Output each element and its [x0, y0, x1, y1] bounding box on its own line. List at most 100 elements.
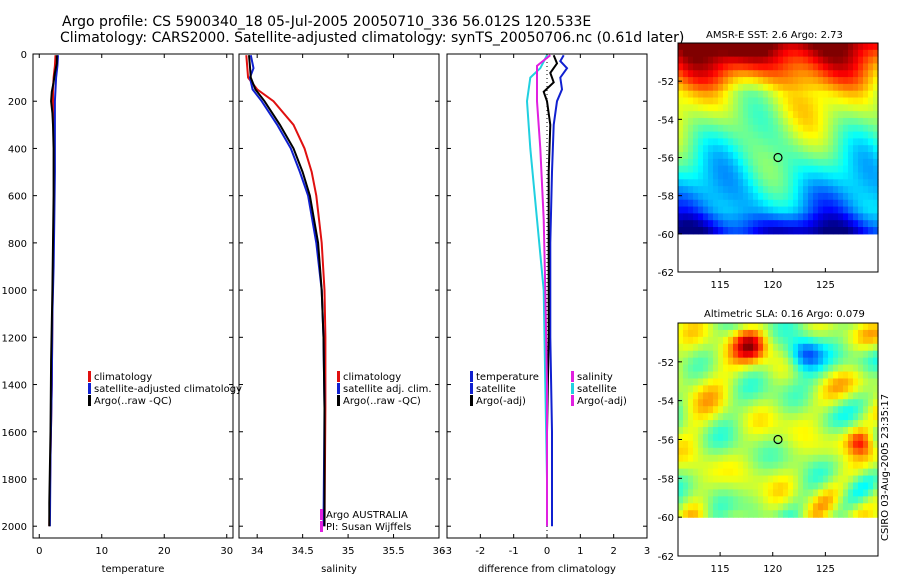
- sst-map-cell: [718, 83, 724, 92]
- sla-map-cell: [858, 510, 864, 518]
- sla-map-cell: [848, 343, 854, 352]
- sla-map-cell: [798, 323, 804, 331]
- sst-map-cell: [778, 213, 784, 221]
- sst-map-cell: [733, 49, 739, 58]
- sla-map-cell: [818, 378, 824, 387]
- sla-map-cell: [743, 468, 749, 477]
- sst-map-cell: [713, 145, 719, 153]
- sst-map-cell: [768, 83, 774, 92]
- sst-map-cell: [813, 104, 819, 112]
- sst-map-cell: [693, 63, 699, 71]
- sst-map-cell: [773, 206, 779, 214]
- sst-map-cell: [858, 104, 864, 112]
- sla-map-cell: [798, 447, 804, 456]
- sst-map-cell: [803, 70, 809, 78]
- sst-map-cell: [838, 186, 844, 194]
- sst-map-cell: [788, 124, 794, 133]
- sla-map-cell: [748, 489, 754, 497]
- sst-map-cell: [698, 56, 704, 65]
- sst-map-cell: [813, 77, 819, 85]
- sla-map-xtick-label: 125: [816, 564, 835, 575]
- sst-map-cell: [783, 90, 789, 99]
- sla-map-cell: [793, 357, 799, 366]
- sst-map-cell: [688, 104, 694, 112]
- sst-map-cell: [683, 220, 689, 228]
- sst-map-cell: [833, 124, 839, 133]
- sst-map-cell: [703, 179, 709, 187]
- sla-map-cell: [678, 385, 684, 393]
- sst-map-cell: [773, 90, 779, 99]
- sst-map-cell: [743, 179, 749, 187]
- sla-map-cell: [678, 371, 684, 380]
- sst-map-cell: [718, 104, 724, 112]
- sla-map-cell: [703, 475, 709, 484]
- sla-map-cell: [858, 447, 864, 456]
- sst-map-cell: [853, 70, 859, 78]
- sst-map-cell: [783, 77, 789, 85]
- sla-map-cell: [743, 489, 749, 497]
- sla-map-cell: [738, 378, 744, 387]
- sst-map-cell: [788, 138, 794, 146]
- sla-map-cell: [743, 350, 749, 359]
- temperature-legend-label: Argo(..raw -QC): [94, 396, 172, 407]
- sst-map-cell: [753, 117, 759, 126]
- sst-map-cell: [848, 43, 854, 51]
- sla-map-cell: [753, 406, 759, 414]
- sst-map-cell: [768, 179, 774, 187]
- sla-map-cell: [848, 433, 854, 442]
- sst-map-ytick-label: -60: [658, 230, 674, 241]
- sla-map-cell: [868, 496, 874, 504]
- sst-map-cell: [853, 104, 859, 112]
- sla-map-cell: [703, 468, 709, 477]
- sla-map-cell: [748, 447, 754, 456]
- sla-map-cell: [873, 433, 879, 442]
- sst-map-cell: [728, 63, 734, 71]
- sst-map-cell: [868, 220, 874, 228]
- sst-map-cell: [858, 111, 864, 119]
- sla-map-cell: [703, 329, 709, 338]
- sst-map-cell: [743, 152, 749, 160]
- sla-map-cell: [698, 503, 704, 511]
- sst-map-cell: [843, 49, 849, 58]
- sst-map-cell: [758, 90, 764, 99]
- sla-map-cell: [688, 468, 694, 477]
- sst-map-cell: [708, 227, 714, 235]
- sst-map-cell: [718, 199, 724, 208]
- sst-map-cell: [848, 63, 854, 71]
- sst-map-cell: [723, 186, 729, 194]
- sla-map-cell: [763, 399, 769, 407]
- sst-map-cell: [773, 56, 779, 65]
- sst-map-cell: [863, 192, 869, 201]
- sst-map-cell: [808, 124, 814, 133]
- depth-tick-label: 1600: [2, 428, 27, 439]
- sst-map-cell: [818, 63, 824, 71]
- sla-map-cell: [703, 440, 709, 449]
- sla-map-cell: [693, 392, 699, 400]
- sla-map-cell: [723, 350, 729, 359]
- sla-map-cell: [788, 420, 794, 428]
- sla-map-cell: [758, 406, 764, 414]
- sst-map-cell: [873, 227, 879, 235]
- sst-map-cell: [733, 131, 739, 140]
- sst-map-cell: [818, 83, 824, 92]
- sst-map-cell: [768, 206, 774, 214]
- sla-map-cell: [858, 336, 864, 345]
- sla-map-cell: [768, 447, 774, 456]
- sst-map-cell: [823, 43, 829, 51]
- sla-map-cell: [788, 392, 794, 400]
- sst-map-cell: [708, 186, 714, 194]
- sst-map-cell: [858, 63, 864, 71]
- sst-map-cell: [773, 70, 779, 78]
- sst-map-cell: [713, 199, 719, 208]
- sst-map-cell: [828, 165, 834, 174]
- sla-map-cell: [728, 364, 734, 373]
- sst-map-cell: [843, 158, 849, 167]
- sst-map-cell: [688, 165, 694, 174]
- sst-map-cell: [848, 186, 854, 194]
- sla-map-cell: [843, 454, 849, 463]
- sst-map-cell: [813, 152, 819, 160]
- sla-map-cell: [758, 482, 764, 491]
- sla-map-cell: [693, 496, 699, 504]
- sla-map-cell: [773, 433, 779, 442]
- sla-map-cell: [818, 468, 824, 477]
